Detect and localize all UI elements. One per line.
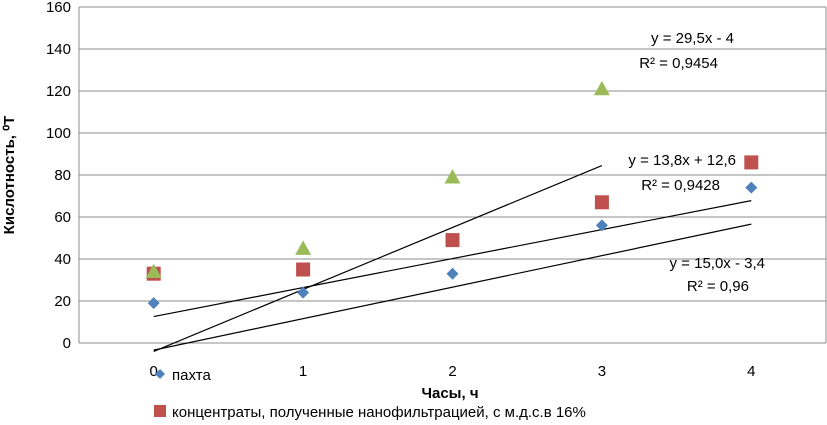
trendline-equation: y = 13,8x + 12,6 bbox=[628, 152, 736, 169]
data-point-square bbox=[594, 195, 609, 210]
data-point-diamond bbox=[595, 219, 608, 232]
trendline-equation: y = 15,0x - 3,4 bbox=[670, 255, 765, 272]
legend-marker-square bbox=[154, 405, 166, 417]
legend-marker-diamond bbox=[155, 369, 165, 379]
data-point-square bbox=[744, 155, 759, 170]
data-point-square bbox=[296, 262, 311, 277]
y-tick-label: 80 bbox=[54, 167, 71, 184]
x-tick-label: 2 bbox=[448, 363, 456, 380]
data-point-triangle bbox=[295, 240, 312, 255]
data-point-diamond bbox=[147, 297, 160, 310]
x-tick-label: 4 bbox=[747, 363, 755, 380]
y-tick-label: 160 bbox=[46, 0, 71, 16]
legend-label: пахта bbox=[172, 367, 211, 384]
data-point-diamond bbox=[446, 267, 459, 280]
gridlines bbox=[79, 6, 826, 302]
y-tick-label: 20 bbox=[54, 293, 71, 310]
axes bbox=[78, 7, 827, 344]
y-axis-title: Кислотность, ⁰Т bbox=[1, 116, 18, 235]
trendline bbox=[153, 200, 752, 318]
y-tick-label: 60 bbox=[54, 209, 71, 226]
trendline-equation: y = 29,5x - 4 bbox=[651, 30, 734, 47]
y-tick-label: 0 bbox=[63, 335, 71, 352]
trendlines bbox=[153, 164, 752, 352]
legend: пахта концентраты, полученные нанофильтра… bbox=[154, 367, 586, 421]
x-tick-label: 1 bbox=[299, 363, 307, 380]
y-tick-label: 120 bbox=[46, 83, 71, 100]
y-tick-label: 100 bbox=[46, 125, 71, 142]
trendline bbox=[153, 164, 603, 352]
trendline-r2: R² = 0,96 bbox=[687, 278, 749, 295]
data-point-square bbox=[445, 233, 460, 248]
x-tick-label: 3 bbox=[598, 363, 606, 380]
trendline bbox=[153, 223, 752, 351]
y-tick-label: 40 bbox=[54, 251, 71, 268]
trendline-equations: y = 15,0x - 3,4 R² = 0,96 y = 13,8x + 12,6… bbox=[628, 30, 765, 295]
legend-label: концентраты, полученные нанофильтрацией,… bbox=[172, 404, 586, 421]
y-tick-label: 140 bbox=[46, 41, 71, 58]
data-point-triangle bbox=[145, 263, 162, 278]
x-axis-title: Часы, ч bbox=[421, 385, 478, 402]
x-tick-labels: 0 1 2 3 4 bbox=[150, 363, 756, 380]
data-point-diamond bbox=[297, 286, 310, 299]
trendline-r2: R² = 0,9428 bbox=[641, 177, 720, 194]
data-point-triangle bbox=[593, 80, 610, 96]
y-tick-labels: 0 20 40 60 80 100 120 140 160 bbox=[46, 0, 71, 352]
data-point-diamond bbox=[745, 181, 758, 194]
data-point-triangle bbox=[444, 169, 461, 184]
data-points bbox=[145, 80, 759, 310]
trendline-r2: R² = 0,9454 bbox=[639, 55, 718, 72]
x-tick-label: 0 bbox=[150, 363, 158, 380]
